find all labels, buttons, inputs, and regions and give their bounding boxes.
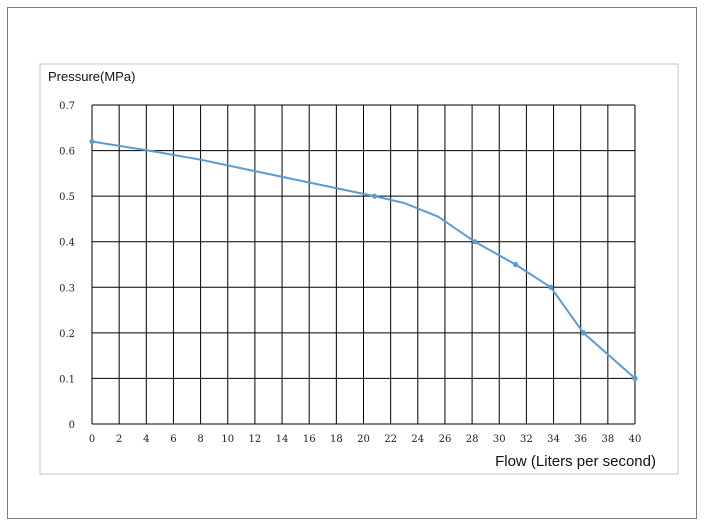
x-tick-label: 18 [330, 434, 343, 445]
x-tick-label: 24 [411, 434, 424, 445]
y-tick-label: 0.6 [59, 147, 75, 158]
x-tick-label: 0 [89, 434, 95, 445]
y-tick-label: 0.2 [59, 329, 75, 340]
y-tick-label: 0.5 [59, 192, 75, 203]
data-point-marker [371, 193, 377, 199]
plot-area-border [39, 63, 679, 475]
y-tick-label: 0.3 [59, 283, 75, 294]
y-tick-labels: 0 0.1 0.2 0.3 0.4 0.5 0.6 0.7 [59, 101, 75, 431]
x-tick-label: 30 [493, 434, 506, 445]
x-tick-label: 22 [384, 434, 397, 445]
x-tick-label: 12 [249, 434, 262, 445]
x-tick-label: 4 [143, 434, 149, 445]
x-axis-title: Flow (Liters per second) [495, 453, 656, 470]
data-point-marker [580, 330, 587, 336]
x-tick-label: 32 [520, 434, 533, 445]
x-tick-label: 40 [629, 434, 642, 445]
x-tick-labels: 0 2 4 6 8 10 12 14 16 18 20 22 24 26 28 30 32 34 36 38 40 [89, 434, 642, 445]
y-axis-title: Pressure(MPa) [48, 69, 135, 84]
x-tick-label: 34 [547, 434, 560, 445]
data-point-marker [89, 138, 95, 145]
x-tick-label: 2 [116, 434, 122, 445]
y-tick-label: 0.1 [59, 374, 75, 385]
plot-outer-border [39, 63, 679, 475]
x-tick-label: 28 [466, 434, 479, 445]
x-tick-label: 8 [197, 434, 203, 445]
x-tick-label: 26 [439, 434, 452, 445]
y-tick-label: 0.7 [59, 101, 75, 112]
x-tick-label: 16 [303, 434, 316, 445]
x-tick-label: 10 [221, 434, 234, 445]
chart-frame [7, 7, 697, 519]
x-tick-label: 38 [601, 434, 614, 445]
x-tick-label: 14 [276, 434, 289, 445]
data-point-marker [512, 261, 519, 268]
y-tick-label: 0 [69, 420, 75, 431]
data-point-marker [632, 375, 638, 382]
x-tick-label: 6 [170, 434, 176, 445]
x-tick-label: 36 [574, 434, 587, 445]
x-tick-label: 20 [357, 434, 370, 445]
grid-lines [91, 104, 636, 425]
y-tick-label: 0.4 [59, 238, 75, 249]
data-point-marker [548, 284, 554, 290]
series-line [89, 138, 638, 382]
data-point-marker [472, 239, 478, 245]
